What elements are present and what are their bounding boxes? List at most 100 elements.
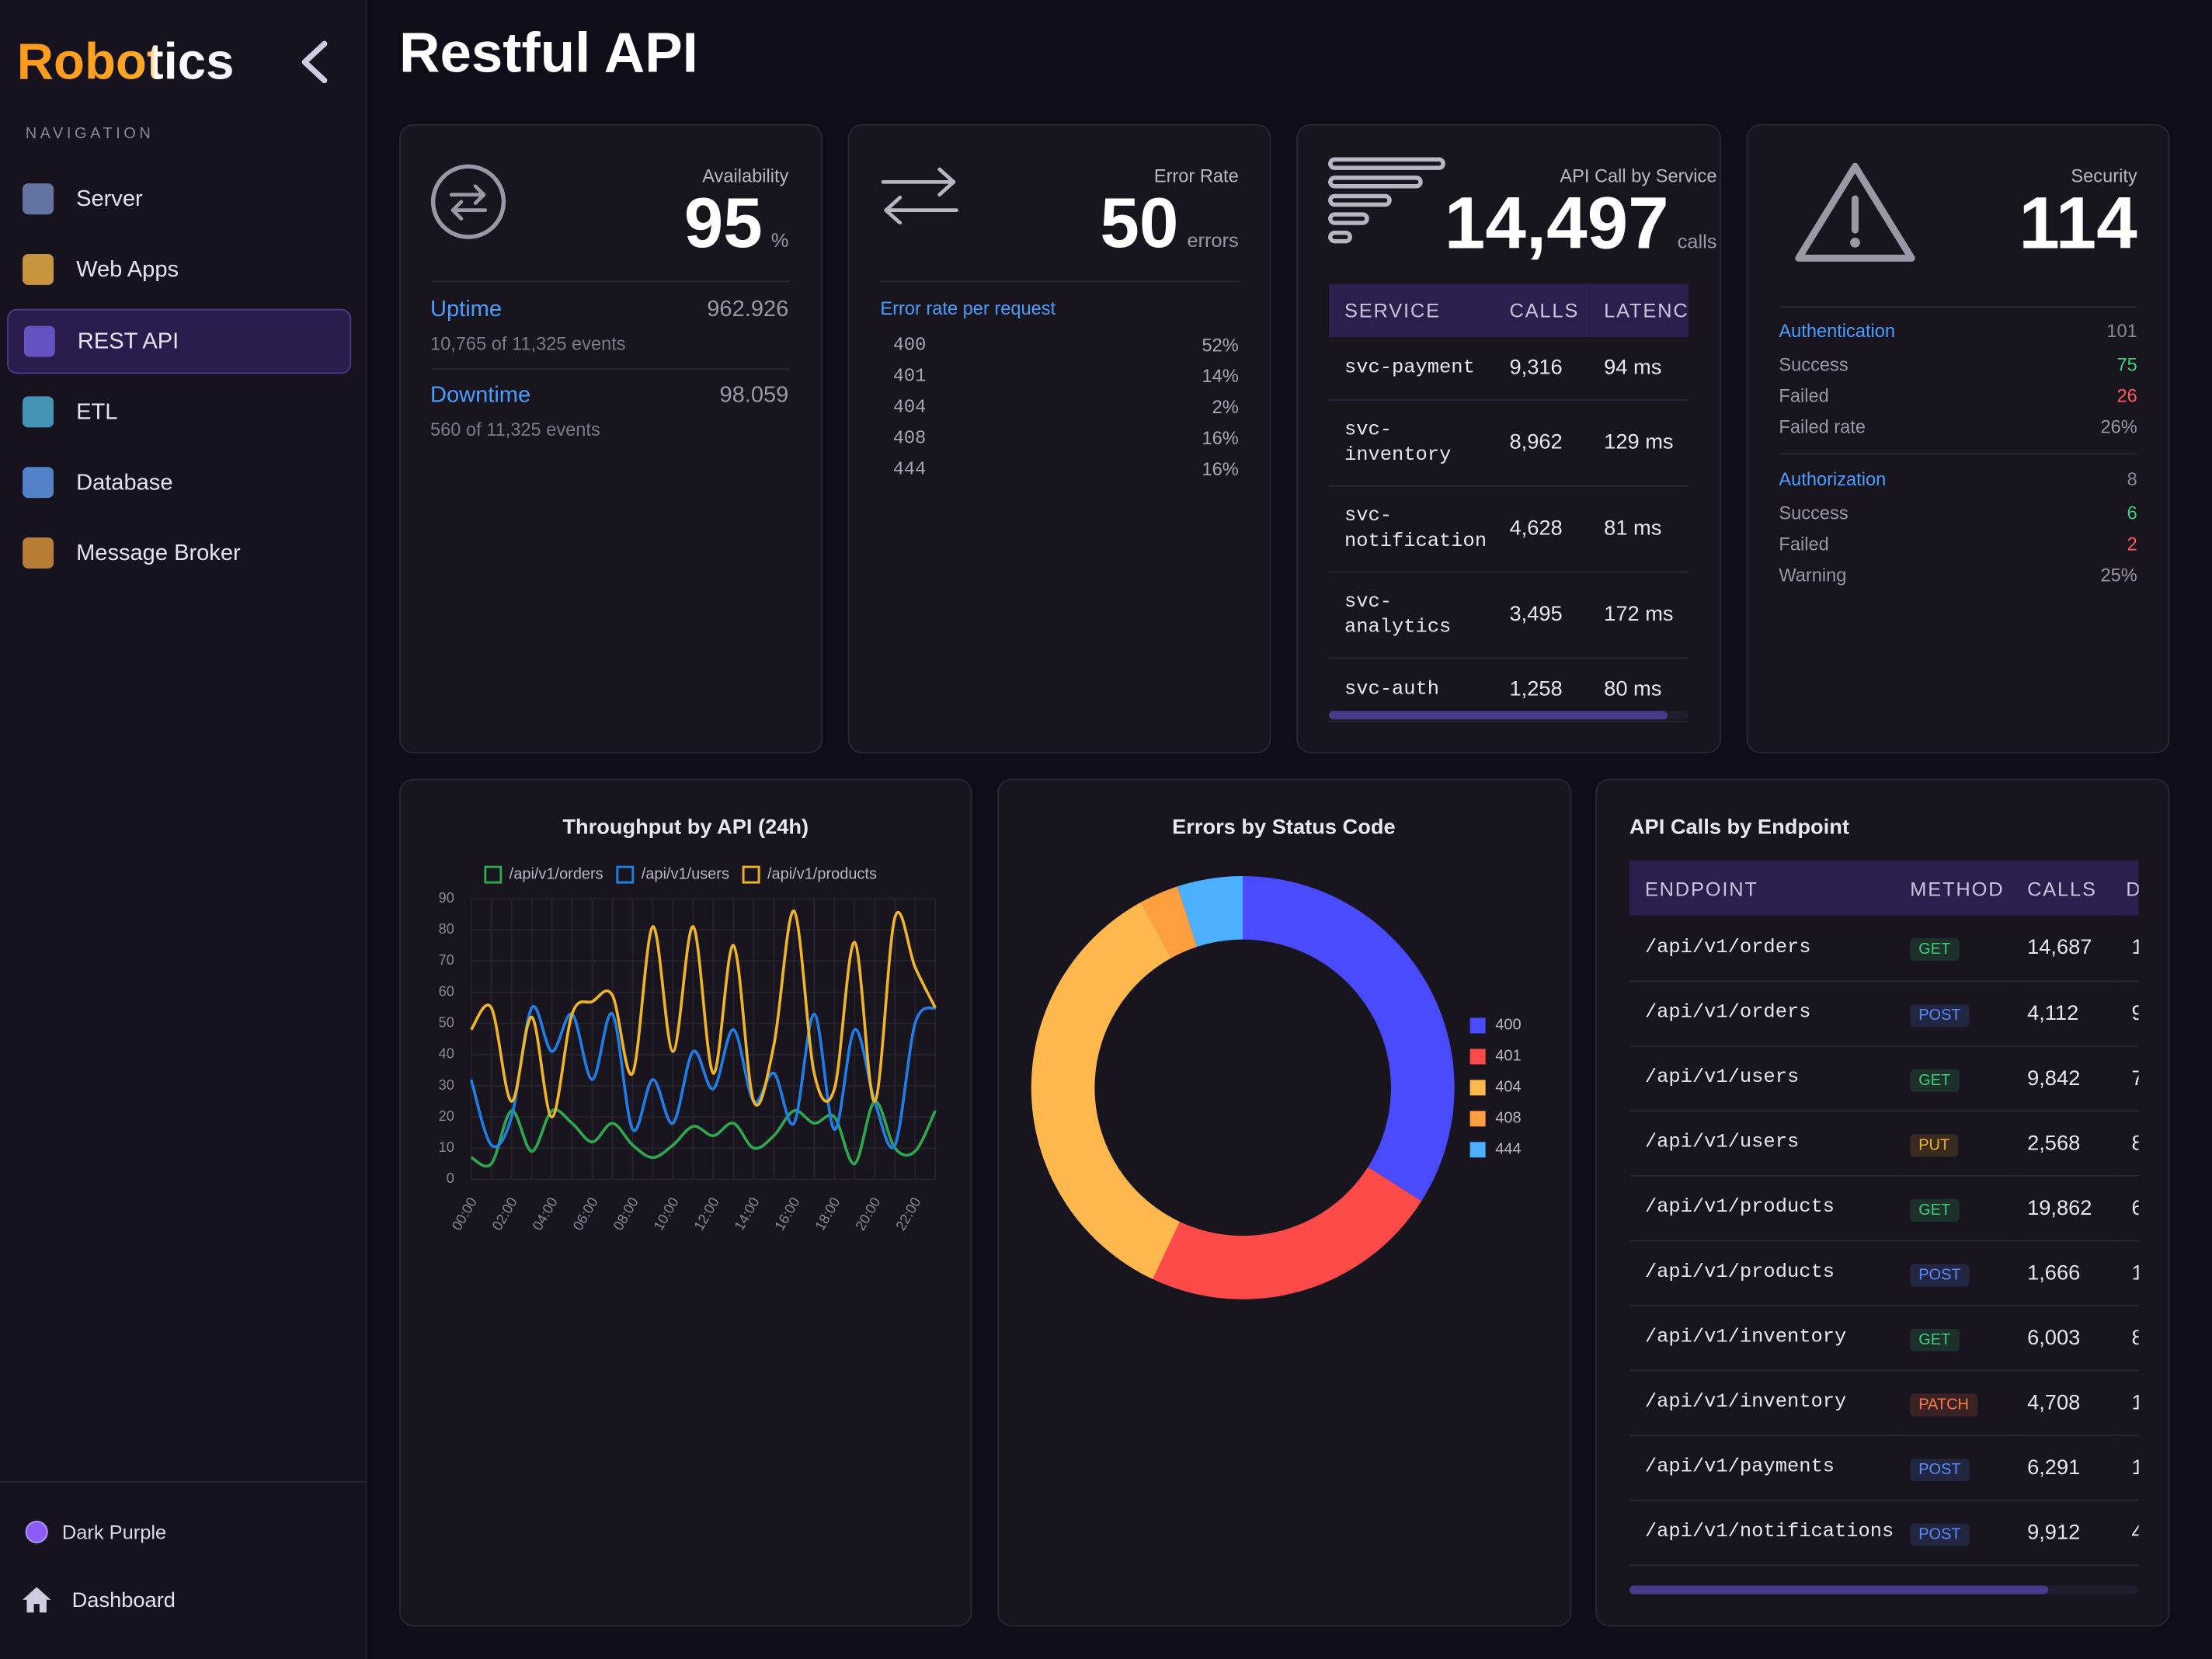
nav-label: Database bbox=[76, 471, 173, 496]
endpoint: /api/v1/orders bbox=[1629, 915, 1897, 982]
column-header: CALLS bbox=[1494, 283, 1589, 338]
scroll-thumb[interactable] bbox=[1629, 1585, 2049, 1595]
stat-value: 50 bbox=[1100, 183, 1179, 263]
doughnut-slice bbox=[1031, 902, 1180, 1279]
nav-item[interactable]: Message Broker bbox=[7, 522, 351, 587]
status-code: 408 bbox=[892, 427, 927, 449]
y-tick-label: 20 bbox=[439, 1108, 454, 1124]
cell: 8,962 bbox=[1494, 399, 1589, 487]
metric-detail: 10,765 of 11,325 events bbox=[430, 332, 626, 354]
brand: Robotics bbox=[16, 32, 235, 91]
group-title: Authorization bbox=[1779, 468, 1887, 490]
theme-label[interactable]: Dark Purple bbox=[61, 1521, 167, 1544]
cell: svc-payment bbox=[1328, 337, 1494, 401]
legend-label: /api/v1/orders bbox=[510, 865, 603, 882]
page-title: Restful API bbox=[399, 23, 698, 85]
y-tick-label: 70 bbox=[439, 952, 454, 968]
stat-value: 95 bbox=[683, 183, 763, 263]
method-cell: POST bbox=[1897, 1435, 2015, 1501]
column-header: METHOD bbox=[1897, 860, 2015, 916]
method-badge: GET bbox=[1910, 938, 1960, 962]
series-line bbox=[470, 1100, 937, 1168]
endpoint-table: ENDPOINTMETHODCALLSD/api/v1/ordersGET14,… bbox=[1629, 860, 2139, 1566]
endpoint: /api/v1/orders bbox=[1629, 980, 1897, 1046]
metric-value: 98.059 bbox=[719, 384, 789, 408]
x-tick-label: 18:00 bbox=[812, 1195, 843, 1233]
nav-item[interactable]: ETL bbox=[7, 381, 351, 446]
metric-label[interactable]: Downtime bbox=[430, 384, 531, 408]
service-row: svc-analytics 3,495 172 ms bbox=[1328, 572, 1689, 659]
method-badge: POST bbox=[1910, 1458, 1970, 1481]
legend-label: 408 bbox=[1495, 1110, 1521, 1127]
method-cell: POST bbox=[1897, 1240, 2015, 1306]
endpoint-row: /api/v1/inventory PATCH 4,7081 bbox=[1629, 1369, 2139, 1436]
legend-swatch bbox=[742, 865, 760, 884]
scroll-thumb[interactable] bbox=[1328, 711, 1668, 720]
divider bbox=[0, 1481, 366, 1483]
legend-swatch bbox=[1469, 1142, 1486, 1158]
endpoint-row: /api/v1/products POST 1,6661 bbox=[1629, 1240, 2139, 1306]
divider bbox=[431, 280, 791, 283]
collapse-button[interactable] bbox=[290, 38, 336, 86]
calls: 4,708 bbox=[2014, 1369, 2113, 1436]
nav-icon bbox=[23, 326, 55, 358]
stat-value: 14,497 bbox=[1444, 183, 1669, 266]
duration: 9 bbox=[2113, 980, 2139, 1046]
nav-item[interactable]: Server bbox=[7, 168, 351, 233]
nav-item[interactable]: REST API bbox=[7, 309, 352, 375]
y-tick-label: 60 bbox=[439, 983, 454, 999]
group-title: Authentication bbox=[1779, 320, 1896, 342]
chart-title: Errors by Status Code bbox=[1172, 814, 1396, 838]
cell: 172 ms bbox=[1588, 572, 1689, 659]
series-line bbox=[469, 1004, 937, 1149]
column-header: ENDPOINT bbox=[1629, 860, 1897, 916]
metric-label[interactable]: Uptime bbox=[430, 297, 503, 322]
duration: 8 bbox=[2113, 1110, 2139, 1176]
stat-label: API Call by Service bbox=[1560, 165, 1717, 186]
legend-swatch bbox=[1469, 1017, 1486, 1034]
method-badge: GET bbox=[1910, 1328, 1960, 1351]
stat-label: Availability bbox=[702, 165, 789, 186]
legend-swatch bbox=[484, 865, 503, 884]
theme-swatch[interactable] bbox=[25, 1521, 48, 1544]
cell: svc-analytics bbox=[1328, 572, 1494, 659]
calls: 19,862 bbox=[2014, 1175, 2113, 1241]
method-cell: POST bbox=[1897, 1499, 2015, 1566]
status-share: 52% bbox=[1202, 334, 1239, 356]
method-badge: POST bbox=[1910, 1003, 1970, 1027]
calls: 4,112 bbox=[2014, 980, 2113, 1046]
endpoint-row: /api/v1/orders GET 14,6871 bbox=[1629, 915, 2139, 982]
x-tick-label: 22:00 bbox=[892, 1195, 923, 1233]
endpoint-row: /api/v1/payments POST 6,2911 bbox=[1629, 1435, 2139, 1501]
y-tick-label: 80 bbox=[439, 921, 454, 937]
line-chart: Throughput by API (24h)00:00 02:00 04:00 06… bbox=[439, 814, 937, 1233]
y-tick-label: 30 bbox=[439, 1077, 454, 1093]
calls: 14,687 bbox=[2014, 915, 2113, 982]
legend-label: 404 bbox=[1495, 1079, 1521, 1096]
x-tick-label: 02:00 bbox=[489, 1195, 520, 1233]
calls: 6,003 bbox=[2014, 1305, 2113, 1371]
availability-card: Availability 95% Uptime 962.926 10,765 of 11… bbox=[399, 123, 823, 753]
method-badge: PUT bbox=[1910, 1133, 1959, 1156]
stat-value-row: 50 errors bbox=[1100, 182, 1238, 263]
stat-label: Security bbox=[2071, 165, 2137, 186]
stat-unit: % bbox=[770, 228, 789, 252]
header-row: SERVICECALLSLATENCY bbox=[1328, 283, 1689, 338]
nav-item[interactable]: Web Apps bbox=[7, 238, 351, 304]
cell: svc-notification bbox=[1328, 485, 1494, 573]
status-share: 2% bbox=[1212, 396, 1239, 418]
duration: 1 bbox=[2113, 915, 2139, 982]
legend-swatch bbox=[1469, 1080, 1486, 1096]
throughput-card: Throughput by API (24h) 00:00 02:00 04:00 06… bbox=[399, 778, 972, 1627]
nav-item[interactable]: Database bbox=[7, 451, 351, 516]
stat-label: Error Rate bbox=[1153, 165, 1239, 186]
endpoint-row: /api/v1/products GET 19,8626 bbox=[1629, 1175, 2139, 1241]
legend-label: 400 bbox=[1495, 1017, 1521, 1034]
row-label: Failed bbox=[1779, 533, 1829, 555]
endpoint-row: /api/v1/inventory GET 6,0038 bbox=[1629, 1305, 2139, 1371]
divider bbox=[1779, 453, 2137, 454]
footer-link[interactable]: Dashboard bbox=[71, 1588, 176, 1613]
